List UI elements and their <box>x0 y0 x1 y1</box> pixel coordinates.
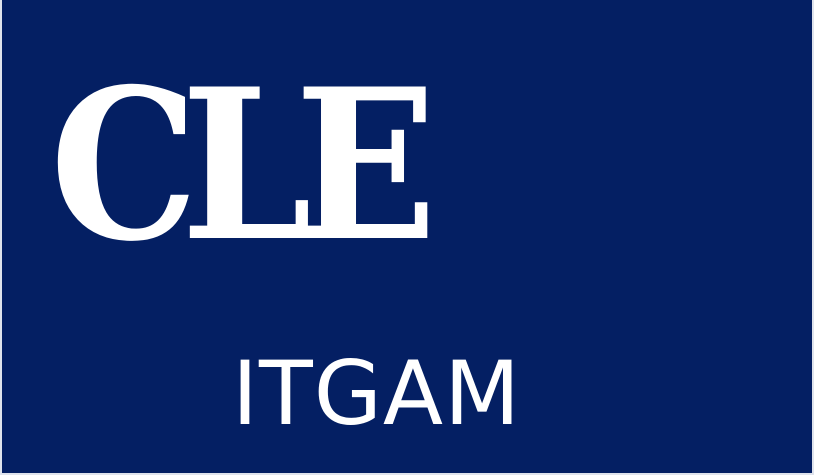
subtitle: ITGAM <box>232 342 522 445</box>
main-title: CLE <box>50 43 437 288</box>
